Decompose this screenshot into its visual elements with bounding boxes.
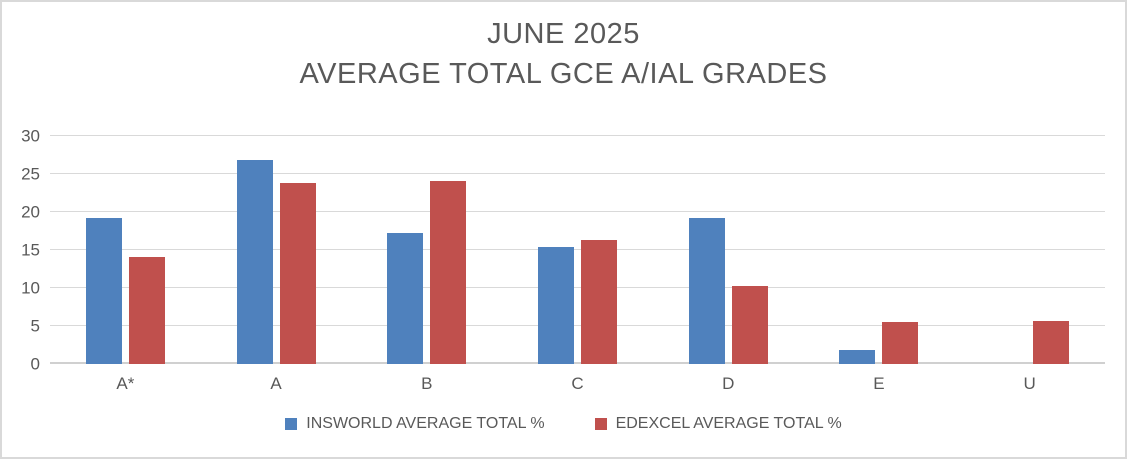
- y-tick-label-20: 20: [21, 202, 40, 222]
- gridline-5: [50, 325, 1105, 327]
- bar-insworld-B: [387, 232, 424, 364]
- bar-edexcel-E: [882, 322, 919, 364]
- y-tick-label-30: 30: [21, 126, 40, 146]
- bar-groups: [50, 136, 1105, 364]
- legend-swatch-icon: [285, 418, 298, 430]
- legend-item-edexcel: EDEXCEL AVERAGE TOTAL %: [594, 415, 842, 433]
- x-tick-label-A*: A*: [116, 374, 135, 393]
- category-group-A*: [50, 136, 201, 364]
- gridline-25: [50, 173, 1105, 174]
- x-axis-labels: A* A B C D E U: [50, 374, 1105, 394]
- y-tick-label-10: 10: [21, 278, 40, 298]
- x-tick-label-B: B: [421, 374, 433, 393]
- bar-edexcel-A*: [128, 256, 165, 364]
- bar-edexcel-B: [430, 180, 467, 364]
- gridline-20: [50, 211, 1105, 213]
- legend-label: INSWORLD AVERAGE TOTAL %: [306, 415, 545, 432]
- bar-insworld-C: [538, 246, 575, 364]
- chart-title-line2: AVERAGE TOTAL GCE A/IAL GRADES: [299, 58, 828, 90]
- y-tick-label-15: 15: [21, 240, 40, 260]
- legend: INSWORLD AVERAGE TOTAL % EDEXCEL AVERAGE …: [2, 415, 1125, 433]
- gridline-15: [50, 249, 1105, 250]
- bar-edexcel-U: [1033, 320, 1070, 364]
- x-tick-label-U: U: [1023, 374, 1036, 393]
- category-group-C: [502, 136, 653, 364]
- x-tick-label-D: D: [722, 374, 735, 393]
- gridline-10: [50, 287, 1105, 289]
- chart-title-line1: JUNE 2025: [487, 18, 640, 50]
- x-tick-label-E: E: [873, 374, 885, 393]
- y-tick-label-0: 0: [30, 354, 40, 374]
- y-tick-label-25: 25: [21, 164, 40, 184]
- x-tick-label-C: C: [571, 374, 584, 393]
- bar-insworld-A*: [85, 218, 122, 364]
- bar-edexcel-D: [731, 285, 768, 364]
- legend-label: EDEXCEL AVERAGE TOTAL %: [615, 415, 842, 432]
- gridline-0: [50, 362, 1105, 364]
- category-group-B: [351, 136, 502, 364]
- bar-insworld-D: [688, 218, 725, 364]
- bar-edexcel-A: [279, 183, 316, 364]
- chart-title: JUNE 2025 AVERAGE TOTAL GCE A/IAL GRADES: [2, 14, 1125, 94]
- bar-insworld-E: [839, 349, 876, 364]
- bar-insworld-A: [236, 160, 273, 364]
- y-tick-label-5: 5: [30, 316, 40, 336]
- category-group-E: [804, 136, 955, 364]
- x-tick-label-A: A: [270, 374, 282, 393]
- category-group-U: [954, 136, 1105, 364]
- category-group-D: [653, 136, 804, 364]
- legend-item-insworld: INSWORLD AVERAGE TOTAL %: [285, 415, 545, 433]
- gridline-30: [50, 135, 1105, 136]
- legend-swatch-icon: [594, 418, 607, 430]
- category-group-A: [201, 136, 352, 364]
- bar-edexcel-C: [581, 240, 618, 364]
- y-axis-labels: 0 5 10 15 20 25 30: [2, 128, 40, 373]
- plot-area: [50, 135, 1105, 364]
